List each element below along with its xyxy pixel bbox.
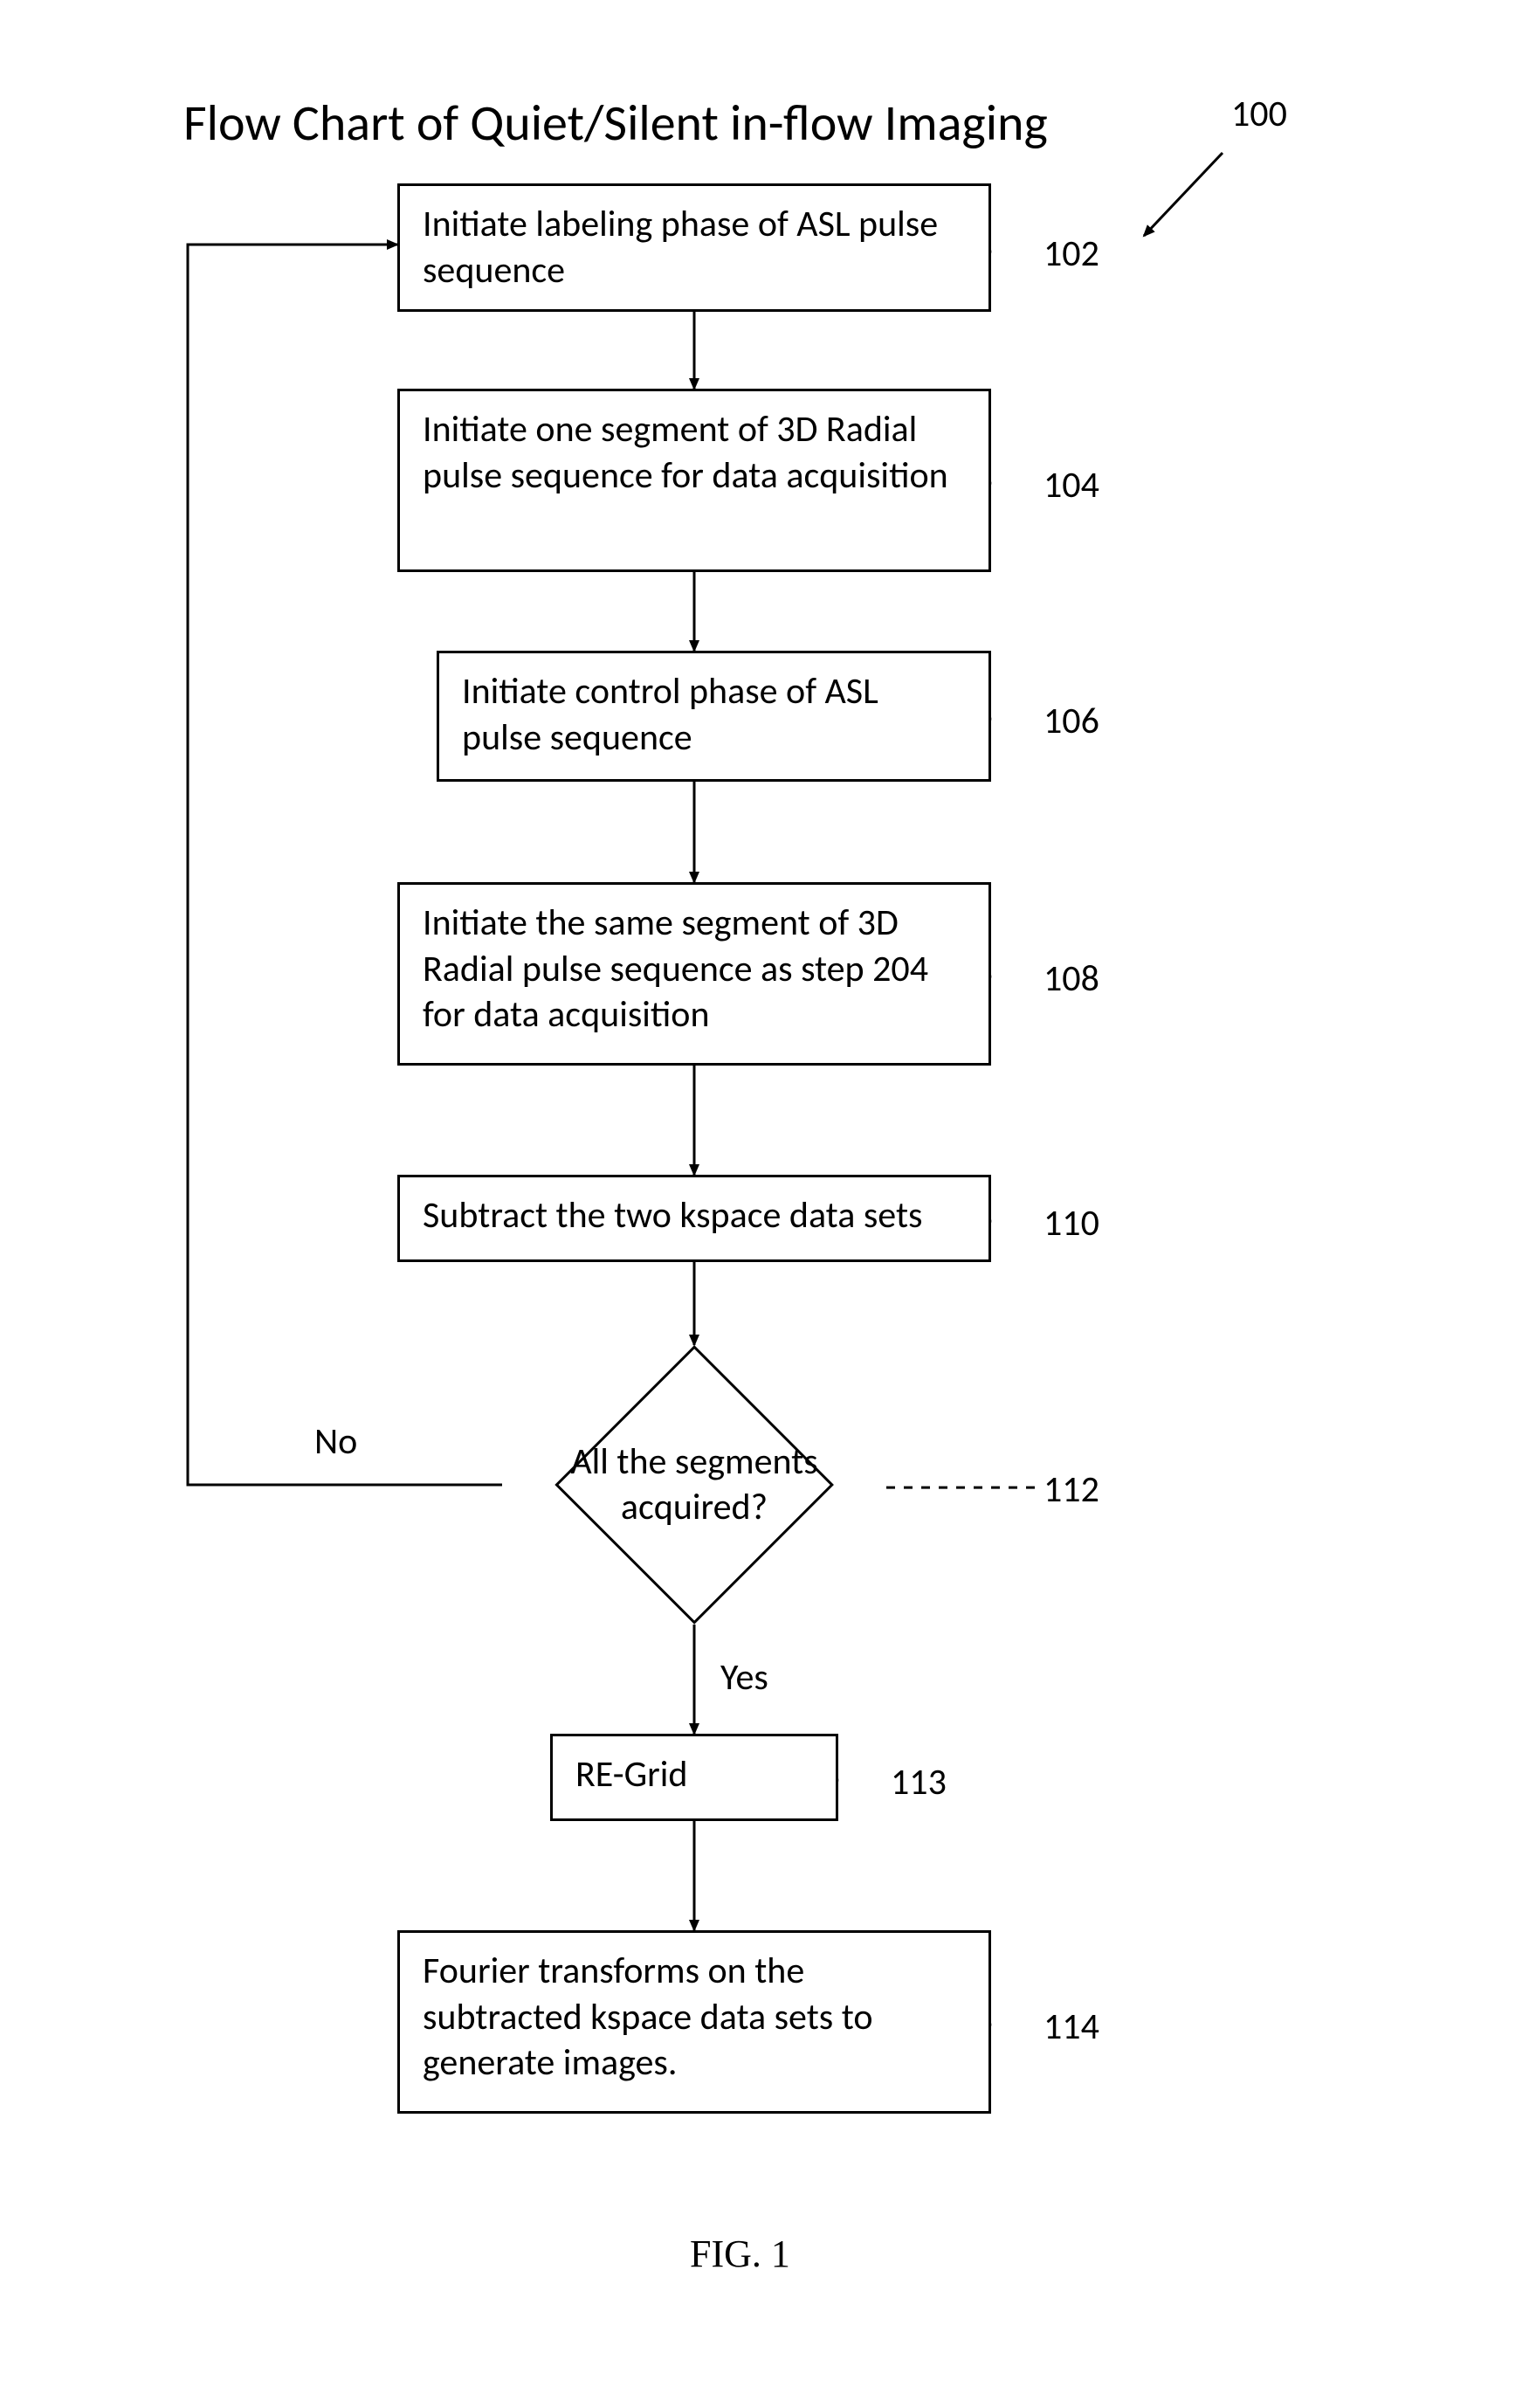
branch-label-no: No	[314, 1419, 357, 1464]
ref-label-100: 100	[1231, 92, 1287, 136]
ref-label-113: 113	[891, 1760, 947, 1804]
decision-text: All the segmentsacquired?	[506, 1345, 883, 1625]
flow-step-104: Initiate one segment of 3D Radial pulse …	[397, 389, 991, 572]
figure-caption: FIG. 1	[690, 2232, 790, 2276]
ref-label-114: 114	[1044, 2004, 1099, 2049]
flow-step-114: Fourier transforms on the subtracted ksp…	[397, 1930, 991, 2114]
chart-title: Flow Chart of Quiet/Silent in-flow Imagi…	[183, 92, 1048, 154]
ref-label-108: 108	[1044, 956, 1099, 1001]
flow-step-113: RE-Grid	[550, 1734, 838, 1821]
flow-step-108: Initiate the same segment of 3D Radial p…	[397, 882, 991, 1066]
flow-step-102: Initiate labeling phase of ASL pulse seq…	[397, 183, 991, 312]
ref-label-112: 112	[1044, 1467, 1099, 1512]
flow-step-106: Initiate control phase of ASL pulse sequ…	[437, 651, 991, 782]
page: Flow Chart of Quiet/Silent in-flow Imagi…	[0, 0, 1536, 2408]
branch-label-yes: Yes	[720, 1655, 768, 1700]
ref-label-110: 110	[1044, 1201, 1099, 1245]
ref-label-106: 106	[1044, 699, 1099, 743]
flow-step-110: Subtract the two kspace data sets	[397, 1175, 991, 1262]
flow-decision-112: All the segmentsacquired?	[554, 1345, 834, 1625]
ref-label-104: 104	[1044, 463, 1099, 507]
ref-label-102: 102	[1044, 231, 1099, 276]
